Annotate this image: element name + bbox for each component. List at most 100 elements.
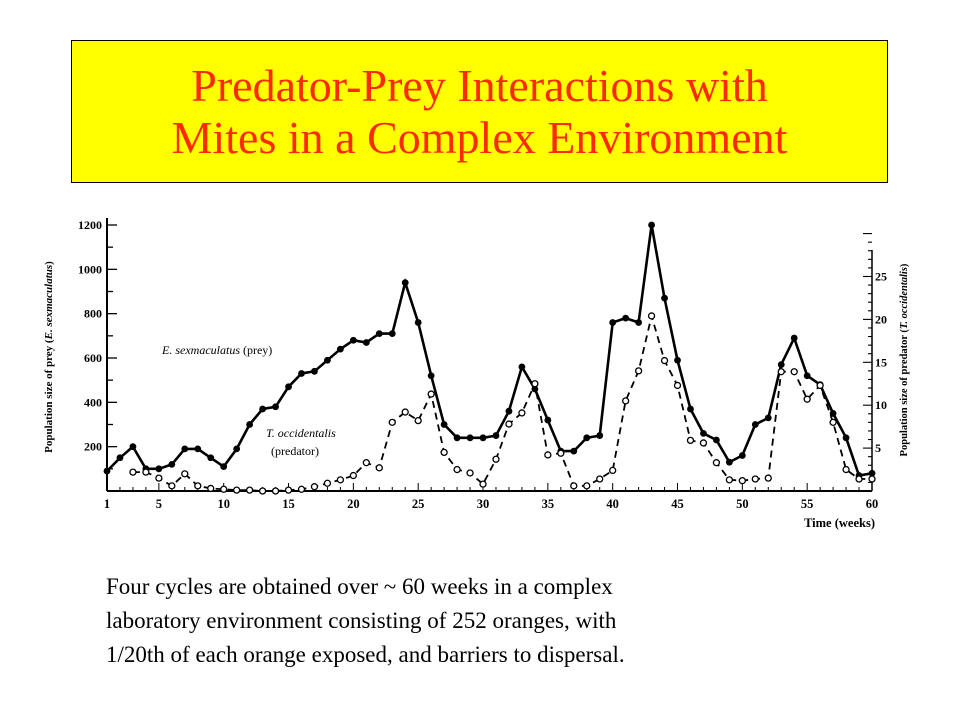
tick-marks	[106, 224, 873, 491]
predator-point	[803, 395, 811, 403]
predator-point	[181, 470, 189, 478]
y-right-tick-label: 20	[875, 312, 887, 326]
predator-point	[297, 485, 306, 493]
prey-point	[311, 367, 318, 375]
prey-point	[103, 467, 111, 475]
predator-point	[764, 474, 772, 482]
y-right-tick-label: 25	[875, 269, 887, 283]
x-tick-label: 5	[156, 497, 162, 511]
prey-point	[687, 405, 694, 413]
y-right-tick-label: 5	[875, 441, 881, 455]
predator-points	[129, 312, 876, 495]
x-tick-label: 15	[282, 497, 295, 511]
prey-point	[272, 403, 279, 411]
predator-point	[777, 368, 785, 376]
y-left-tick-label: 1200	[78, 218, 102, 232]
y-left-tick-labels: 200 400 600 800 1000 1200	[78, 218, 102, 454]
prey-point	[427, 372, 435, 380]
prey-point	[259, 405, 266, 413]
y-left-tick-label: 600	[84, 351, 102, 365]
prey-point	[505, 407, 513, 415]
x-tick-label: 30	[477, 497, 490, 511]
predator-point	[816, 381, 824, 390]
predator-point	[725, 476, 734, 484]
predator-point	[660, 356, 669, 365]
predator-point	[699, 439, 708, 447]
predator-point	[349, 471, 358, 480]
predator-point	[518, 409, 526, 417]
prey-point	[570, 447, 578, 455]
prey-point	[298, 370, 305, 377]
predator-point	[414, 416, 422, 425]
y-right-tick-label: 10	[875, 398, 887, 412]
prey-point	[531, 385, 539, 393]
predator-point	[647, 312, 656, 320]
prey-point	[207, 454, 215, 462]
x-axis-label: Time (weeks)	[804, 516, 875, 530]
prey-point	[375, 330, 383, 338]
prey-point	[596, 432, 604, 439]
predator-point	[634, 367, 643, 375]
prey-point	[764, 414, 772, 422]
y-left-tick-label: 800	[84, 307, 102, 321]
predator-point	[323, 479, 332, 487]
prey-point	[751, 421, 759, 428]
predator-series-line	[132, 312, 872, 492]
predator-point	[155, 474, 163, 482]
predator-point	[271, 487, 280, 495]
prey-point	[181, 445, 189, 453]
population-chart: 1 5 10 15 20 25 30 35 40 45 50 55 60 200400600800100…	[43, 218, 910, 530]
y-axis-left-label: Population size of prey (E. sexmaculatus…	[43, 261, 55, 453]
prey-point	[401, 279, 409, 287]
x-tick-label: 40	[606, 497, 619, 511]
predator-annotation-species: T. occidentalis	[266, 426, 336, 440]
predator-point	[194, 482, 202, 490]
prey-annotation: E. sexmaculatus (prey)	[161, 343, 272, 357]
prey-point	[116, 454, 124, 462]
predator-point	[842, 465, 850, 474]
y-left-tick-label: 200	[84, 440, 102, 454]
prey-point	[479, 434, 487, 442]
title-line-2: Mites in a Complex Environment	[171, 111, 788, 163]
x-tick-label: 1	[104, 497, 110, 511]
caption: Four cycles are obtained over ~ 60 weeks…	[106, 570, 886, 672]
x-tick-label: 35	[542, 497, 555, 511]
prey-point	[700, 429, 707, 437]
predator-point	[557, 449, 565, 457]
predator-point	[401, 408, 409, 416]
caption-line-2: laboratory environment consisting of 252…	[106, 608, 617, 633]
prey-point	[622, 314, 630, 322]
caption-line-1: Four cycles are obtained over ~ 60 weeks…	[106, 574, 613, 599]
predator-point	[362, 459, 370, 467]
prey-point	[842, 434, 850, 442]
predator-point	[790, 368, 798, 376]
predator-point	[751, 475, 759, 483]
predator-point	[207, 484, 215, 493]
title-banner: Predator-Prey Interactions with Mites in…	[71, 40, 888, 183]
predator-point	[596, 475, 604, 483]
prey-point	[648, 221, 655, 229]
predator-point	[220, 485, 228, 493]
predator-point	[492, 455, 500, 463]
predator-point	[673, 381, 682, 390]
prey-point	[492, 432, 500, 439]
predator-point	[440, 448, 448, 457]
predator-point	[531, 380, 539, 388]
x-tick-label: 45	[671, 497, 684, 511]
prey-point	[336, 345, 344, 353]
prey-point	[155, 465, 163, 473]
predator-point	[336, 476, 345, 484]
prey-point	[661, 294, 668, 302]
x-tick-label: 20	[347, 497, 360, 511]
predator-point	[505, 420, 513, 428]
predator-point	[284, 486, 293, 494]
predator-point	[168, 482, 176, 490]
prey-points	[103, 221, 876, 479]
predator-point	[686, 436, 695, 445]
predator-point	[245, 486, 254, 494]
x-tick-label: 50	[736, 497, 749, 511]
x-tick-label: 10	[217, 497, 230, 511]
predator-point	[388, 418, 396, 427]
predator-point	[453, 465, 461, 474]
prey-point	[362, 339, 370, 346]
